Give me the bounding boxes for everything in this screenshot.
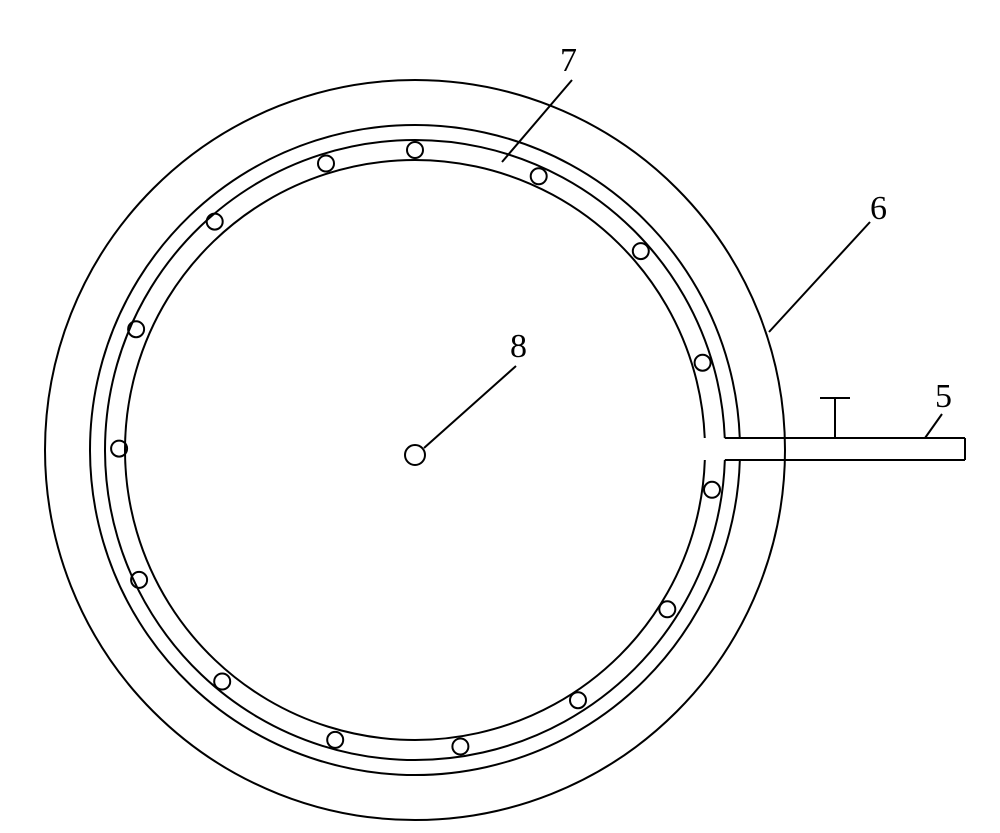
nozzle-hole-4 [704,482,720,498]
leader-8 [424,366,516,448]
callout-label-5: 5 [935,378,952,416]
outer-ring-inner [90,125,740,775]
nozzle-hole-0 [407,142,423,158]
nozzle-hole-1 [531,168,547,184]
nozzle-hole-14 [318,156,334,172]
nozzle-hole-13 [207,214,223,230]
nozzle-hole-8 [327,732,343,748]
nozzle-hole-9 [214,674,230,690]
nozzle-hole-12 [128,321,144,337]
callout-label-8: 8 [510,328,527,366]
nozzle-hole-2 [633,243,649,259]
nozzle-hole-7 [452,739,468,755]
nozzle-hole-6 [570,692,586,708]
leader-5 [925,414,942,438]
center-hole [405,445,425,465]
nozzle-hole-3 [695,355,711,371]
inner-ring-outer [105,140,725,760]
leader-6 [769,222,870,332]
inner-ring-inner [125,160,705,740]
outer-ring-outer [45,80,785,820]
nozzle-hole-5 [659,601,675,617]
diagram-canvas [0,0,1000,833]
callout-label-7: 7 [560,42,577,80]
callout-label-6: 6 [870,190,887,228]
